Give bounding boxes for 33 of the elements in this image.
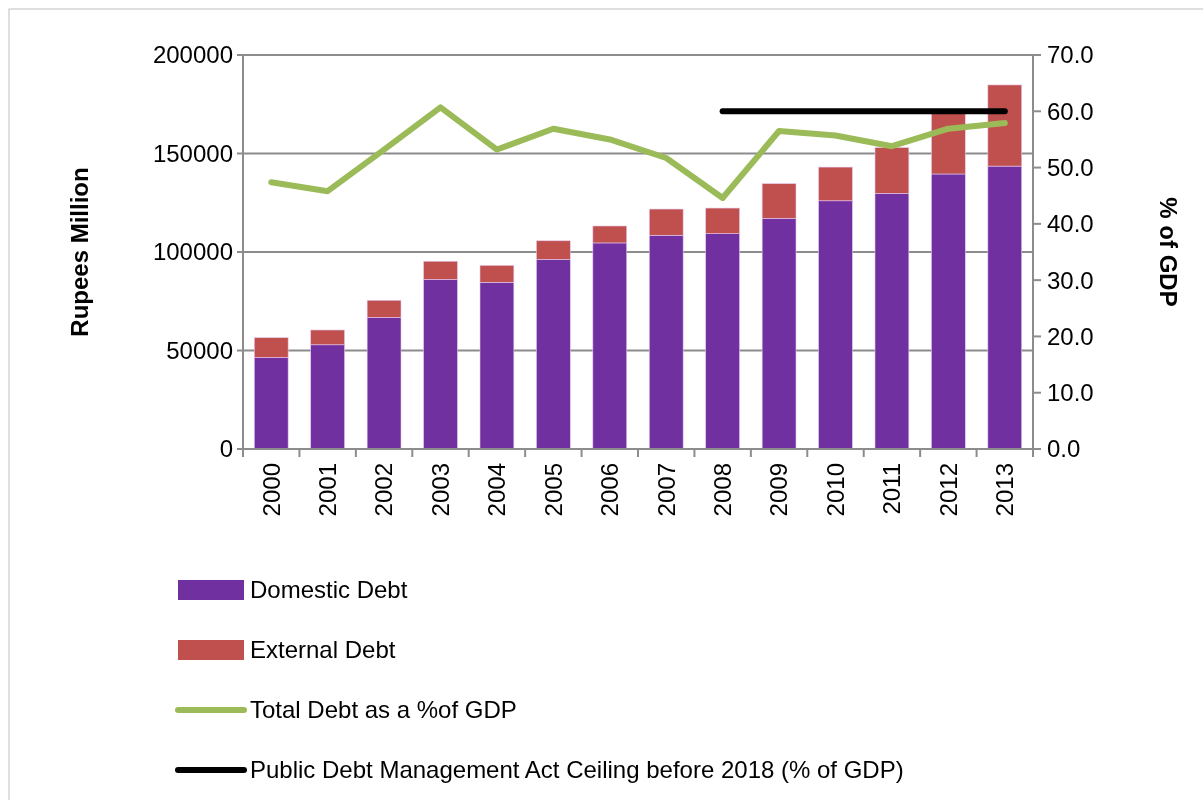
y-tick-label: 50000	[166, 336, 233, 364]
y2-tick-label: 0.0	[1047, 435, 1081, 463]
x-tick-label: 2001	[314, 463, 342, 517]
y2-tick-label: 70.0	[1047, 41, 1094, 69]
y-tick-label: 0	[219, 435, 233, 463]
x-tick-label: 2013	[991, 463, 1019, 517]
x-tick-label: 2007	[652, 463, 680, 517]
y-tick-label: 150000	[152, 139, 233, 167]
legend-label: Total Debt as a %of GDP	[250, 696, 517, 724]
x-tick-label: 2008	[709, 463, 737, 517]
y2-axis-title: % of GDP	[1155, 197, 1182, 307]
y-tick-label: 100000	[152, 238, 233, 266]
y-tick-label: 200000	[152, 41, 233, 69]
x-tick-label: 2011	[878, 463, 906, 515]
x-tick-label: 2005	[539, 463, 567, 517]
y2-tick-label: 20.0	[1047, 322, 1094, 350]
y-axis-title: Rupees Million	[66, 167, 93, 337]
x-tick-label: 2000	[257, 463, 285, 517]
legend-label: Public Debt Management Act Ceiling before 2018 (% of GDP)	[250, 756, 904, 784]
legend-label: Domestic Debt	[250, 576, 408, 604]
x-tick-label: 2012	[934, 463, 962, 517]
x-tick-label: 2006	[596, 463, 624, 517]
y2-tick-label: 10.0	[1047, 379, 1094, 407]
y2-tick-label: 40.0	[1047, 210, 1094, 238]
legend-label: External Debt	[250, 636, 396, 664]
x-tick-label: 2010	[821, 463, 849, 517]
x-tick-label: 2003	[426, 463, 454, 517]
y2-tick-label: 60.0	[1047, 97, 1094, 125]
x-tick-label: 2009	[765, 463, 793, 517]
x-tick-label: 2002	[370, 463, 398, 517]
y2-tick-label: 50.0	[1047, 153, 1094, 181]
y2-tick-label: 30.0	[1047, 266, 1094, 294]
x-tick-label: 2004	[483, 463, 511, 517]
